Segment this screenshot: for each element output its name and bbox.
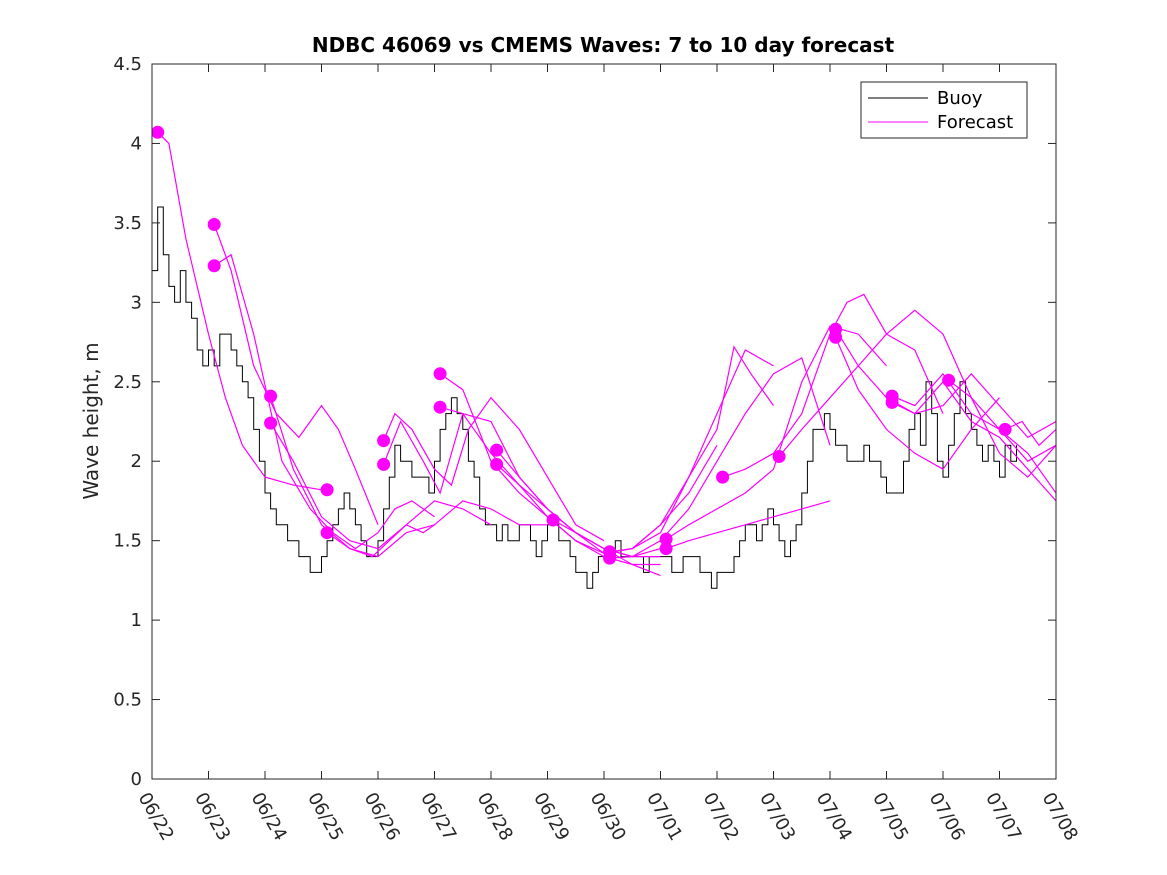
- forecast-line-1: [157, 131, 328, 491]
- legend: Buoy Forecast: [860, 81, 1028, 139]
- forecast-line-14: [609, 345, 774, 553]
- forecast-start-marker-1: [152, 125, 165, 139]
- y-tick-label: 0.5: [113, 690, 142, 711]
- y-tick-label: 2: [131, 451, 142, 472]
- chart-title: NDBC 46069 vs CMEMS Waves: 7 to 10 day f…: [312, 33, 895, 57]
- forecast-start-marker-12: [490, 443, 504, 457]
- y-tick-label: 1.5: [113, 531, 142, 552]
- forecast-start-marker-16: [603, 551, 617, 565]
- forecast-line-17: [665, 500, 831, 550]
- y-tick-label: 3.5: [113, 213, 142, 234]
- y-axis-label: Wave height, m: [79, 342, 103, 499]
- forecast-line-20: [835, 328, 1056, 439]
- forecast-line-13: [552, 349, 774, 555]
- plot-area: [152, 125, 1056, 589]
- forecast-line-6: [326, 500, 548, 558]
- forecast-start-marker-25: [942, 373, 956, 387]
- forecast-start-marker-17: [659, 532, 673, 546]
- forecast-line-7: [383, 396, 605, 542]
- forecast-line-15: [609, 357, 831, 559]
- y-tick-label: 4: [131, 133, 142, 154]
- forecast-line-2: [213, 224, 379, 526]
- forecast-line-5: [270, 422, 492, 550]
- forecast-start-marker-22: [829, 330, 843, 344]
- legend-buoy-label: Buoy: [937, 88, 983, 109]
- forecast-start-marker-20: [772, 450, 786, 463]
- forecast-start-marker-6: [320, 483, 334, 497]
- forecast-start-marker-10: [433, 367, 447, 381]
- forecast-line-18: [722, 293, 944, 478]
- forecast-start-marker-4: [264, 389, 278, 403]
- forecast-start-marker-11: [433, 400, 447, 414]
- forecast-line-23: [891, 380, 1056, 502]
- forecast-start-marker-13: [490, 457, 504, 471]
- y-tick-label: 2.5: [113, 372, 142, 393]
- forecast-line-16: [665, 325, 887, 540]
- forecast-start-marker-24: [885, 395, 899, 409]
- forecast-start-marker-9: [377, 457, 391, 471]
- forecast-line-21: [835, 337, 1000, 470]
- forecast-start-marker-3: [207, 259, 221, 273]
- legend-box: [860, 81, 1028, 139]
- forecast-start-marker-14: [546, 513, 560, 527]
- forecast-start-marker-7: [320, 526, 334, 540]
- forecast-line-22: [891, 372, 1056, 462]
- y-tick-label: 0: [131, 769, 142, 790]
- forecast-start-marker-26: [998, 422, 1012, 436]
- forecast-start-marker-19: [716, 470, 730, 484]
- forecast-start-marker-18: [659, 542, 673, 556]
- buoy-series-line: [152, 206, 1017, 589]
- y-tick-label: 3: [131, 292, 142, 313]
- y-tick-label: 1: [131, 610, 142, 631]
- y-tick-label: 4.5: [113, 54, 142, 75]
- forecast-line-19: [778, 309, 1056, 494]
- legend-forecast-label: Forecast: [937, 112, 1013, 133]
- forecast-start-marker-5: [264, 416, 278, 430]
- forecast-start-marker-2: [207, 218, 221, 231]
- forecast-line-24: [948, 379, 1056, 478]
- forecast-line-25: [1004, 420, 1056, 447]
- forecast-start-marker-8: [377, 434, 391, 448]
